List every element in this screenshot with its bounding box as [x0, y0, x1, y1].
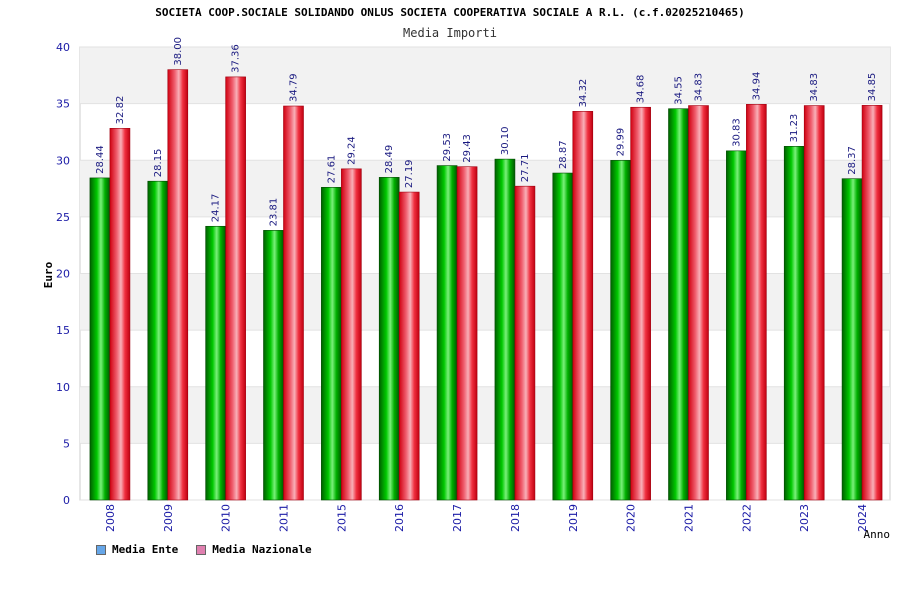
x-tick-label: 2009: [162, 504, 175, 532]
y-tick-label: 25: [56, 211, 70, 224]
x-tick-label: 2019: [567, 504, 580, 532]
grid-band: [80, 273, 890, 331]
grid-band: [80, 47, 890, 104]
data-label: 29.99: [616, 128, 627, 157]
bar-media-ente-2020: [610, 160, 631, 501]
data-label: 34.94: [751, 72, 762, 101]
data-label: 34.85: [867, 73, 878, 102]
grid-band: [80, 160, 890, 217]
x-axis-label: Anno: [864, 528, 891, 541]
bar-media-ente-2015: [321, 187, 342, 501]
y-tick-label: 0: [63, 494, 70, 507]
legend-swatch-media-nazionale: [196, 544, 207, 555]
legend-label-media-ente: Media Ente: [112, 543, 179, 556]
bar-media-nazionale-2024: [861, 105, 883, 501]
bar-media-ente-2008: [89, 177, 111, 501]
data-label: 28.87: [558, 140, 569, 169]
x-tick-label: 2008: [104, 504, 117, 532]
x-tick-label: 2020: [625, 504, 638, 532]
data-label: 37.36: [231, 44, 242, 73]
chart-title: SOCIETA COOP.SOCIALE SOLIDANDO ONLUS SOC…: [155, 6, 745, 19]
x-tick-label: 2016: [393, 504, 406, 532]
data-label: 32.82: [115, 96, 126, 125]
y-tick-label: 40: [56, 41, 70, 54]
legend-label-media-nazionale: Media Nazionale: [212, 543, 312, 556]
x-tick-label: 2018: [509, 504, 522, 532]
bar-media-nazionale-2017: [456, 166, 478, 501]
x-tick-label: 2015: [335, 504, 348, 532]
bar-media-nazionale-2023: [803, 105, 825, 501]
data-label: 28.37: [847, 146, 858, 175]
bar-media-ente-2022: [726, 150, 747, 501]
data-label: 34.83: [809, 73, 820, 102]
x-tick-label: 2022: [740, 504, 753, 532]
data-label: 28.15: [153, 149, 164, 178]
bar-media-nazionale-2020: [630, 106, 651, 501]
bar-media-ente-2016: [378, 177, 400, 501]
grid-band: [80, 386, 890, 444]
data-label: 30.10: [500, 126, 511, 155]
data-label: 34.32: [578, 79, 589, 108]
bar-media-nazionale-2015: [341, 168, 362, 501]
bar-media-ente-2024: [841, 178, 863, 501]
data-label: 27.61: [326, 155, 337, 184]
y-tick-label: 35: [56, 98, 70, 111]
x-tick-label: 2010: [220, 504, 233, 532]
data-label: 28.49: [384, 145, 395, 174]
bar-media-ente-2017: [436, 165, 458, 501]
y-tick-label: 30: [56, 154, 70, 167]
bar-media-nazionale-2008: [109, 128, 131, 501]
data-label: 29.53: [442, 133, 453, 162]
y-tick-label: 5: [63, 437, 70, 450]
bar-media-nazionale-2022: [746, 104, 767, 501]
x-tick-label: 2017: [451, 504, 464, 532]
data-label: 27.19: [404, 159, 415, 188]
y-tick-label: 20: [56, 268, 70, 281]
bar-media-ente-2019: [552, 172, 574, 501]
bar-media-nazionale-2011: [283, 105, 304, 501]
data-label: 23.81: [269, 198, 280, 227]
bar-media-ente-2011: [263, 230, 284, 501]
bar-media-ente-2023: [783, 146, 805, 501]
bar-media-ente-2010: [205, 225, 226, 501]
data-label: 29.43: [462, 134, 473, 163]
data-label: 34.79: [289, 73, 300, 102]
y-tick-label: 15: [56, 324, 70, 337]
bar-media-nazionale-2021: [688, 105, 709, 501]
x-tick-label: 2023: [798, 504, 811, 532]
legend-item-media-nazionale: Media Nazionale: [196, 543, 312, 556]
bar-media-nazionale-2019: [572, 111, 594, 501]
data-label: 34.68: [636, 75, 647, 104]
x-tick-label: 2024: [856, 504, 869, 532]
data-label: 30.83: [731, 118, 742, 147]
bar-media-nazionale-2018: [514, 185, 536, 501]
data-label: 38.00: [173, 37, 184, 66]
y-axis-label: Euro: [42, 261, 55, 288]
data-label: 31.23: [789, 114, 800, 143]
bar-media-nazionale-2010: [225, 76, 246, 501]
data-label: 34.83: [694, 73, 705, 102]
data-label: 34.55: [674, 76, 685, 105]
bar-media-nazionale-2016: [398, 191, 420, 501]
x-tick-label: 2021: [683, 504, 696, 532]
x-tick-label: 2011: [278, 504, 291, 532]
chart-subtitle: Media Importi: [403, 26, 497, 40]
bar-media-ente-2009: [147, 180, 169, 501]
y-tick-label: 10: [56, 381, 70, 394]
bar-media-nazionale-2009: [167, 69, 189, 501]
data-label: 28.44: [95, 145, 106, 174]
bar-media-ente-2021: [668, 108, 689, 501]
legend: Media Ente Media Nazionale: [96, 543, 312, 556]
bar-media-ente-2018: [494, 158, 516, 501]
legend-swatch-media-ente: [96, 544, 106, 555]
legend-item-media-ente: Media Ente: [96, 543, 178, 556]
data-label: 27.71: [520, 154, 531, 183]
data-label: 29.24: [346, 136, 357, 165]
data-label: 24.17: [211, 194, 222, 223]
